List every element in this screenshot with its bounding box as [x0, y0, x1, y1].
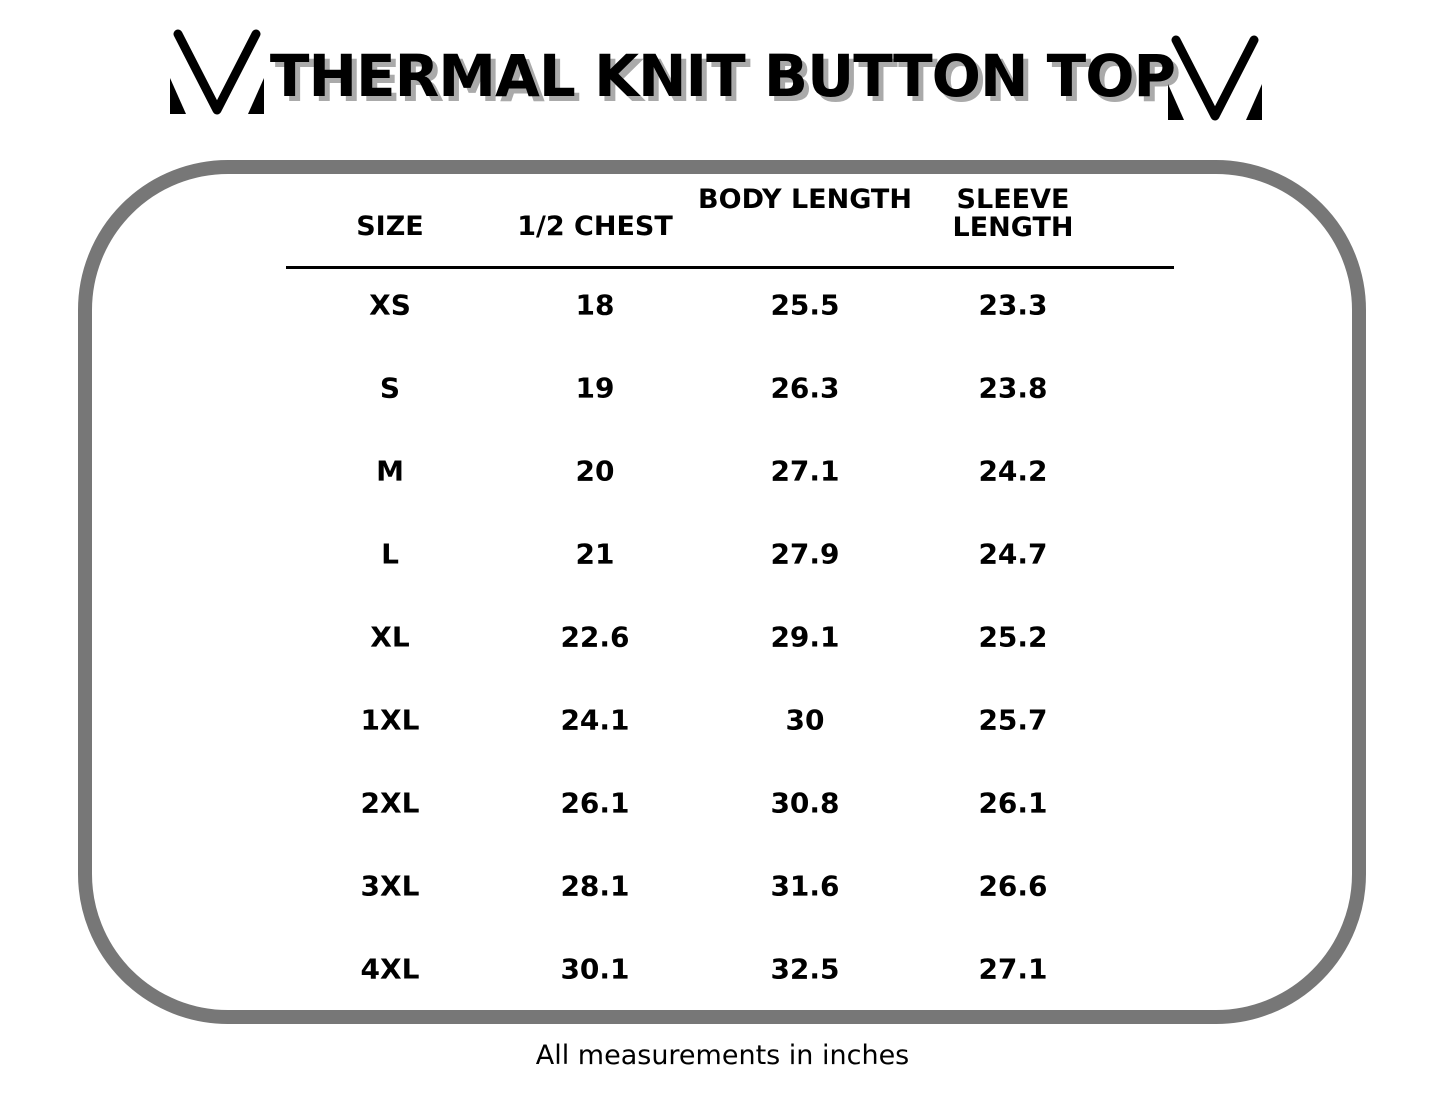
table-cell: 30.1	[560, 952, 630, 986]
table-cell: 26.6	[978, 869, 1048, 903]
brand-logo-left-icon	[170, 29, 264, 115]
table-cell: XL	[370, 620, 410, 654]
table-cell: 22.6	[560, 620, 630, 654]
column-header: 1/2 CHEST	[517, 211, 673, 242]
table-cell: 30	[785, 703, 825, 737]
table-cell: 27.9	[770, 537, 840, 571]
column-header: SIZE	[356, 211, 424, 242]
size-chart-frame	[78, 160, 1366, 1024]
table-cell: 25.2	[978, 620, 1048, 654]
table-cell: 3XL	[360, 869, 420, 903]
table-cell: 19	[575, 371, 615, 405]
table-cell: M	[376, 454, 404, 488]
table-cell: 20	[575, 454, 615, 488]
column-header: SLEEVE LENGTH	[952, 184, 1074, 243]
table-cell: 25.5	[770, 288, 840, 322]
table-cell: 24.7	[978, 537, 1048, 571]
table-cell: 27.1	[770, 454, 840, 488]
table-cell: XS	[369, 288, 411, 322]
table-cell: 27.1	[978, 952, 1048, 986]
table-cell: 26.3	[770, 371, 840, 405]
column-header: BODY LENGTH	[698, 184, 912, 215]
brand-logo-right-icon	[1168, 35, 1262, 121]
table-cell: 18	[575, 288, 615, 322]
table-cell: 26.1	[560, 786, 630, 820]
table-cell: 24.2	[978, 454, 1048, 488]
table-cell: 23.8	[978, 371, 1048, 405]
table-cell: S	[379, 371, 401, 405]
table-cell: 30.8	[770, 786, 840, 820]
table-cell: 26.1	[978, 786, 1048, 820]
table-cell: 4XL	[360, 952, 420, 986]
header-divider	[286, 266, 1174, 269]
table-cell: L	[381, 537, 399, 571]
page-title: THERMAL KNIT BUTTON TOP	[269, 42, 1176, 110]
table-cell: 23.3	[978, 288, 1048, 322]
table-cell: 29.1	[770, 620, 840, 654]
table-cell: 31.6	[770, 869, 840, 903]
table-cell: 32.5	[770, 952, 840, 986]
measurement-footnote: All measurements in inches	[535, 1040, 910, 1071]
table-cell: 21	[575, 537, 615, 571]
table-cell: 2XL	[360, 786, 420, 820]
table-cell: 1XL	[360, 703, 420, 737]
table-cell: 28.1	[560, 869, 630, 903]
table-cell: 24.1	[560, 703, 630, 737]
table-cell: 25.7	[978, 703, 1048, 737]
